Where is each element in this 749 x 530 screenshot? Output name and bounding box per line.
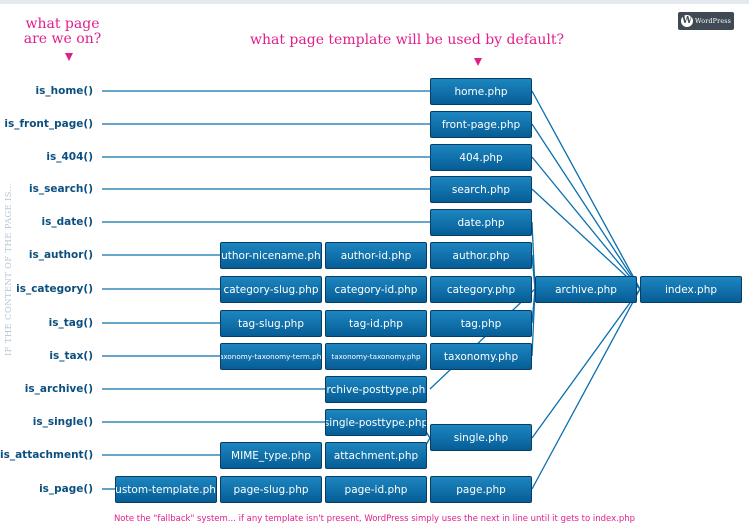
condition-is-tag: is_tag() bbox=[48, 317, 93, 329]
condition-is-front-page: is_front_page() bbox=[4, 118, 93, 130]
template-category-id: category-id.php bbox=[325, 276, 427, 303]
template-custom-template: custom-template.php bbox=[115, 476, 217, 503]
wordpress-logo-text: WordPress bbox=[695, 17, 732, 25]
condition-is-archive: is_archive() bbox=[24, 383, 93, 395]
template-page-slug: page-slug.php bbox=[220, 476, 322, 503]
template-mime-type: MIME_type.php bbox=[220, 442, 322, 469]
template-404: 404.php bbox=[430, 144, 532, 171]
footer-note: Note the "fallback" system... if any tem… bbox=[113, 514, 636, 524]
condition-is-date: is_date() bbox=[41, 216, 93, 228]
template-index: index.php bbox=[640, 276, 742, 303]
left-heading-arrow bbox=[65, 53, 73, 61]
wordpress-logo: W WordPress bbox=[678, 12, 734, 30]
condition-is-attachment: is_attachment() bbox=[0, 449, 94, 461]
template-tag-id: tag-id.php bbox=[325, 310, 427, 337]
template-page: page.php bbox=[430, 476, 532, 503]
template-home: home.php bbox=[430, 78, 532, 105]
condition-is-404: is_404() bbox=[46, 151, 93, 163]
template-tag: tag.php bbox=[430, 310, 532, 337]
template-attachment: attachment.php bbox=[325, 442, 427, 469]
template-author: author.php bbox=[430, 242, 532, 269]
template-author-nicename: author-nicename.php bbox=[220, 242, 322, 269]
condition-is-page: is_page() bbox=[39, 483, 93, 495]
condition-is-home: is_home() bbox=[35, 85, 93, 97]
template-single-posttype: single-posttype.php bbox=[325, 409, 427, 436]
template-search: search.php bbox=[430, 176, 532, 203]
template-taxonomy: taxonomy.php bbox=[430, 343, 532, 370]
left-heading: what page are we on? bbox=[23, 16, 102, 47]
template-single: single.php bbox=[430, 424, 532, 451]
template-date: date.php bbox=[430, 209, 532, 236]
condition-is-single: is_single() bbox=[32, 416, 93, 428]
condition-is-tax: is_tax() bbox=[49, 350, 93, 362]
center-heading-arrow bbox=[474, 58, 482, 66]
template-page-id: page-id.php bbox=[325, 476, 427, 503]
condition-is-search: is_search() bbox=[28, 183, 93, 195]
center-heading: what page template will be used by defau… bbox=[250, 32, 564, 48]
top-edge bbox=[0, 0, 749, 4]
template-taxonomy-term: taxonomy-taxonomy-term.php bbox=[220, 343, 322, 370]
template-taxonomy-taxonomy: taxonomy-taxonomy.php bbox=[325, 343, 427, 370]
template-archive: archive.php bbox=[535, 276, 637, 303]
template-archive-posttype: archive-posttype.php bbox=[325, 376, 427, 403]
template-category-slug: category-slug.php bbox=[220, 276, 322, 303]
condition-is-category: is_category() bbox=[16, 283, 93, 295]
condition-is-author: is_author() bbox=[28, 249, 93, 261]
template-author-id: author-id.php bbox=[325, 242, 427, 269]
template-category: category.php bbox=[430, 276, 532, 303]
template-tag-slug: tag-slug.php bbox=[220, 310, 322, 337]
wordpress-icon: W bbox=[681, 15, 693, 27]
template-front-page: front-page.php bbox=[430, 111, 532, 138]
